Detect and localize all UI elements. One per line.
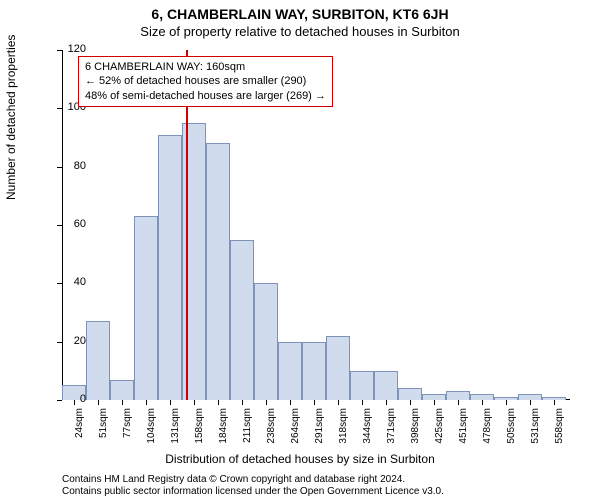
x-tick-label: 238sqm	[266, 408, 277, 448]
x-tick-label: 505sqm	[506, 408, 517, 448]
y-tick-label: 120	[46, 43, 86, 55]
histogram-bar	[230, 240, 254, 400]
histogram-bar	[254, 283, 278, 400]
x-tick-label: 24sqm	[74, 408, 85, 448]
histogram-bar	[326, 336, 350, 400]
legend-line-2: ← 52% of detached houses are smaller (29…	[85, 74, 326, 88]
x-tick	[506, 400, 507, 405]
x-tick-label: 371sqm	[386, 408, 397, 448]
x-tick	[482, 400, 483, 405]
x-tick-label: 131sqm	[170, 408, 181, 448]
x-tick	[122, 400, 123, 405]
x-tick	[362, 400, 363, 405]
histogram-bar	[110, 380, 134, 400]
legend-line-3: 48% of semi-detached houses are larger (…	[85, 89, 326, 103]
x-tick-label: 291sqm	[314, 408, 325, 448]
legend-box: 6 CHAMBERLAIN WAY: 160sqm ← 52% of detac…	[78, 56, 333, 107]
x-tick-label: 77sqm	[122, 408, 133, 448]
address-title: 6, CHAMBERLAIN WAY, SURBITON, KT6 6JH	[0, 0, 600, 22]
x-tick	[146, 400, 147, 405]
histogram-bar	[446, 391, 470, 400]
x-tick	[386, 400, 387, 405]
x-tick	[458, 400, 459, 405]
x-tick	[554, 400, 555, 405]
y-tick-label: 0	[46, 393, 86, 405]
x-tick	[530, 400, 531, 405]
histogram-bar	[302, 342, 326, 400]
histogram-bar	[86, 321, 110, 400]
footer-line-2: Contains public sector information licen…	[62, 486, 444, 498]
x-tick-label: 184sqm	[218, 408, 229, 448]
x-tick-label: 558sqm	[554, 408, 565, 448]
footer-line-1: Contains HM Land Registry data © Crown c…	[62, 474, 444, 486]
x-tick	[290, 400, 291, 405]
x-tick-label: 531sqm	[530, 408, 541, 448]
histogram-bar	[398, 388, 422, 400]
x-tick	[170, 400, 171, 405]
x-tick	[410, 400, 411, 405]
x-tick-label: 104sqm	[146, 408, 157, 448]
x-tick-label: 51sqm	[98, 408, 109, 448]
x-tick	[242, 400, 243, 405]
histogram-bar	[374, 371, 398, 400]
x-tick-label: 158sqm	[194, 408, 205, 448]
x-tick	[98, 400, 99, 405]
x-tick-label: 344sqm	[362, 408, 373, 448]
x-axis-label: Distribution of detached houses by size …	[0, 452, 600, 466]
x-tick-label: 318sqm	[338, 408, 349, 448]
x-tick	[338, 400, 339, 405]
x-tick-label: 451sqm	[458, 408, 469, 448]
y-tick-label: 80	[46, 160, 86, 172]
histogram-bar	[206, 143, 230, 400]
x-tick	[434, 400, 435, 405]
histogram-bar	[278, 342, 302, 400]
y-tick-label: 60	[46, 218, 86, 230]
chart-subtitle: Size of property relative to detached ho…	[0, 22, 600, 39]
y-axis-label: Number of detached properties	[4, 35, 18, 200]
footer-attribution: Contains HM Land Registry data © Crown c…	[62, 474, 444, 498]
histogram-bar	[350, 371, 374, 400]
y-tick-label: 40	[46, 276, 86, 288]
histogram-bar	[134, 216, 158, 400]
x-tick-label: 425sqm	[434, 408, 445, 448]
x-tick	[314, 400, 315, 405]
histogram-bar	[158, 135, 182, 400]
x-tick-label: 478sqm	[482, 408, 493, 448]
x-tick	[218, 400, 219, 405]
legend-line-1: 6 CHAMBERLAIN WAY: 160sqm	[85, 60, 326, 74]
x-tick-label: 398sqm	[410, 408, 421, 448]
x-tick	[266, 400, 267, 405]
x-tick-label: 264sqm	[290, 408, 301, 448]
x-tick-label: 211sqm	[242, 408, 253, 448]
x-tick	[194, 400, 195, 405]
y-tick-label: 20	[46, 335, 86, 347]
